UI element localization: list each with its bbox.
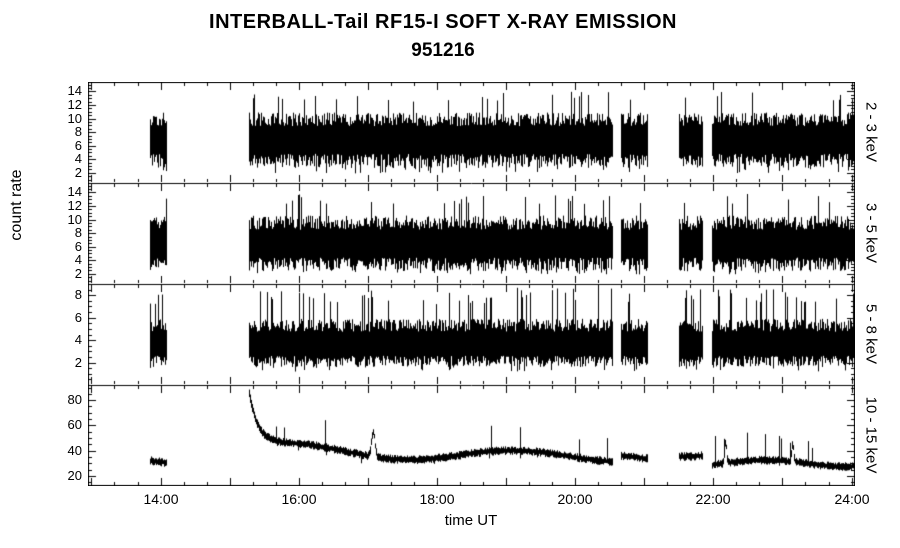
x-tick-label: 22:00 [695,491,731,507]
panel-label-10-15-kev: 10 - 15 keV [862,396,880,474]
y-tick-label: 14 [67,184,82,199]
panel-label-5-8-kev: 5 - 8 keV [862,303,880,365]
y-tick-label: 12 [67,97,82,112]
y-tick-label: 60 [67,417,82,432]
y-tick-label: 4 [74,332,82,347]
y-tick-label: 20 [67,468,82,483]
y-tick-label: 80 [67,392,82,407]
panel-label-3-5-kev: 3 - 5 keV [862,202,880,264]
x-tick-label: 20:00 [557,491,593,507]
y-tick-label: 14 [67,83,82,98]
x-axis-label: time UT [444,512,498,529]
y-tick-label: 10 [67,111,82,126]
chart-subtitle: 951216 [411,40,475,61]
y-tick-label: 2 [74,266,82,281]
y-tick-label: 6 [74,310,82,325]
y-axis-label: count rate [8,169,25,241]
x-tick-label: 16:00 [281,491,317,507]
y-tick-label: 40 [67,443,82,458]
y-tick-label: 2 [74,355,82,370]
y-tick-label: 12 [67,198,82,213]
y-tick-label: 6 [74,239,82,254]
y-tick-label: 8 [74,287,82,302]
x-tick-label: 24:00 [834,491,870,507]
y-tick-label: 4 [74,151,82,166]
panel-label-2-3-kev: 2 - 3 keV [862,101,880,163]
plot-canvas [88,82,855,486]
y-tick-label: 10 [67,212,82,227]
x-tick-label: 18:00 [419,491,455,507]
chart-title: INTERBALL-Tail RF15-I SOFT X-RAY EMISSIO… [209,11,677,33]
y-tick-label: 4 [74,252,82,267]
y-tick-label: 6 [74,138,82,153]
y-tick-label: 2 [74,165,82,180]
x-tick-label: 14:00 [143,491,179,507]
y-tick-label: 8 [74,225,82,240]
y-tick-label: 8 [74,124,82,139]
